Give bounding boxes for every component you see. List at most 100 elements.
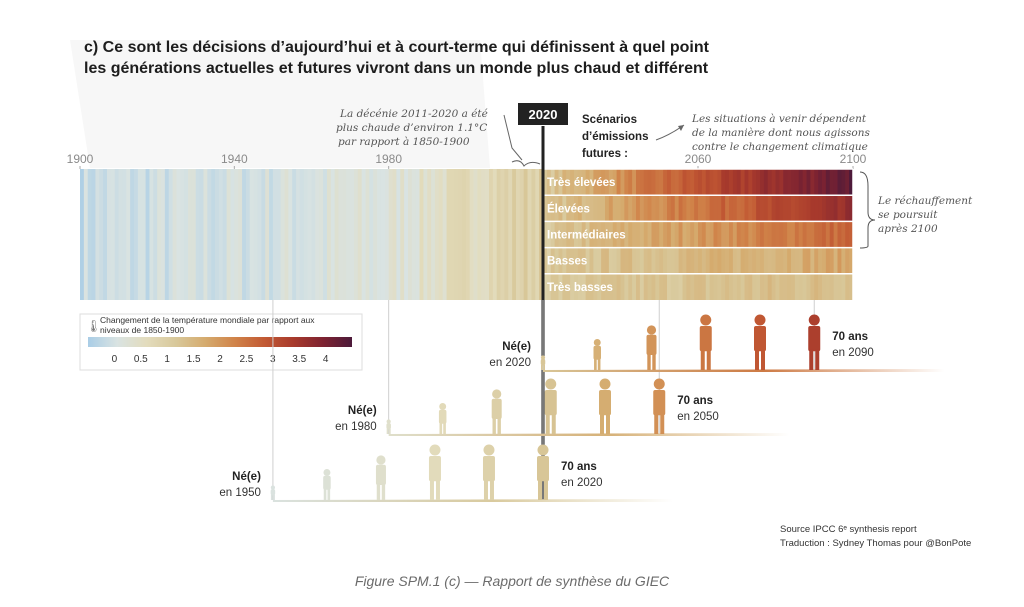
scenario-stripe (678, 273, 683, 300)
scenario-stripe (550, 273, 556, 300)
scenario-stripe (713, 169, 718, 196)
observed-stripe (504, 169, 509, 300)
person-figure (699, 314, 712, 370)
scenario-stripe (763, 273, 769, 300)
observed-stripe (280, 169, 285, 300)
scenario-stripe (798, 247, 804, 274)
scenario-stripe (651, 169, 656, 196)
observed-stripe (477, 169, 482, 300)
scenario-stripe (601, 247, 606, 274)
scenario-stripe (740, 169, 745, 196)
scenario-stripe (837, 273, 842, 300)
scenario-stripe (682, 247, 687, 274)
scenario-stripe (562, 247, 567, 274)
person-figure (375, 455, 386, 500)
scenario-stripe (825, 169, 831, 196)
observed-stripe (458, 169, 463, 300)
scenario-stripe (802, 221, 807, 248)
scenario-stripe (783, 169, 788, 196)
scenario-stripe (698, 221, 703, 248)
scenario-stripe (550, 195, 556, 222)
scenario-stripe (663, 195, 668, 222)
scenario-stripe (814, 273, 819, 300)
scenario-stripe (612, 221, 618, 248)
observed-stripe (353, 169, 359, 300)
scenario-stripe (721, 247, 726, 274)
colorbar-label-line-2: niveaux de 1850-1900 (100, 325, 184, 335)
scenario-stripe (845, 169, 850, 196)
scenario-stripe (791, 221, 796, 248)
scenario-stripe (558, 273, 563, 300)
scenario-stripe (748, 247, 753, 274)
warming-note-line-2: se poursuit (878, 209, 938, 221)
observed-stripe (168, 169, 173, 300)
scenario-stripe (829, 169, 835, 196)
scenario-stripe (705, 273, 711, 300)
scenario-stripe (760, 221, 765, 248)
title-line-2: les générations actuelles et futures viv… (84, 60, 709, 77)
scenario-stripe (589, 195, 594, 222)
scenario-stripe (787, 221, 792, 248)
scenario-stripe (709, 273, 714, 300)
observed-stripe (311, 169, 316, 300)
scenario-stripe (732, 195, 738, 222)
observed-stripe (469, 169, 474, 300)
marker-2020-box (518, 103, 568, 125)
scenario-stripe (725, 247, 730, 274)
colorbar-tick-0: 0 (112, 354, 118, 365)
observed-stripe (434, 169, 440, 300)
scenario-stripe (837, 195, 842, 222)
scenario-stripe (713, 273, 718, 300)
colorbar-tick-3.5: 3.5 (292, 354, 306, 365)
scenario-stripe (729, 273, 734, 300)
observed-stripe (195, 169, 201, 300)
observed-stripe (122, 169, 127, 300)
figure-caption: Figure SPM.1 (c) — Rapport de synthèse d… (355, 573, 670, 589)
observed-stripe (157, 169, 162, 300)
generation-timeline (272, 499, 673, 502)
colorbar-ticks: 00.511.522.533.54 (112, 354, 329, 365)
observed-stripe (126, 169, 131, 300)
observed-stripe (415, 169, 420, 300)
scenario-stripe (783, 247, 788, 274)
scenario-stripe (674, 221, 680, 248)
scenario-stripe (771, 221, 776, 248)
scenario-stripe (779, 195, 784, 222)
scenario-stripe (612, 247, 618, 274)
scenario-stripe (794, 273, 800, 300)
scenario-stripe (663, 273, 668, 300)
scenario-stripe (798, 221, 804, 248)
scenario-stripe (825, 273, 831, 300)
scenario-stripe (732, 247, 738, 274)
scenario-stripe (636, 169, 641, 196)
age-label-line-1: 70 ans (561, 461, 597, 473)
scenario-stripe (810, 169, 815, 196)
observed-stripe (539, 169, 544, 300)
scenario-stripe (729, 221, 734, 248)
observed-stripe (299, 169, 305, 300)
scenario-stripe (701, 221, 707, 248)
observed-stripe (95, 169, 100, 300)
observed-stripe (134, 169, 139, 300)
observed-stripe (176, 169, 181, 300)
scenario-stripe (639, 195, 645, 222)
scenario-stripe (841, 195, 846, 222)
scenario-stripe (562, 273, 567, 300)
observed-stripe (83, 169, 89, 300)
scenario-stripe (566, 247, 571, 274)
scenario-stripe (701, 247, 707, 274)
scenario-stripe (566, 273, 571, 300)
decade-note-line-2: plus chaude d’environ 1.1°C (336, 122, 487, 134)
observed-stripe (512, 169, 517, 300)
scenario-stripe (798, 169, 804, 196)
observed-stripe (257, 169, 262, 300)
scenario-stripe (686, 221, 691, 248)
observed-stripe (361, 169, 366, 300)
scenario-stripe (577, 195, 583, 222)
person-figure (808, 314, 821, 370)
scenario-stripe (543, 273, 548, 300)
scenario-stripe (554, 273, 559, 300)
scenario-stripe (701, 169, 707, 196)
scenario-stripe (752, 247, 757, 274)
colorbar-tick-4: 4 (323, 354, 329, 365)
